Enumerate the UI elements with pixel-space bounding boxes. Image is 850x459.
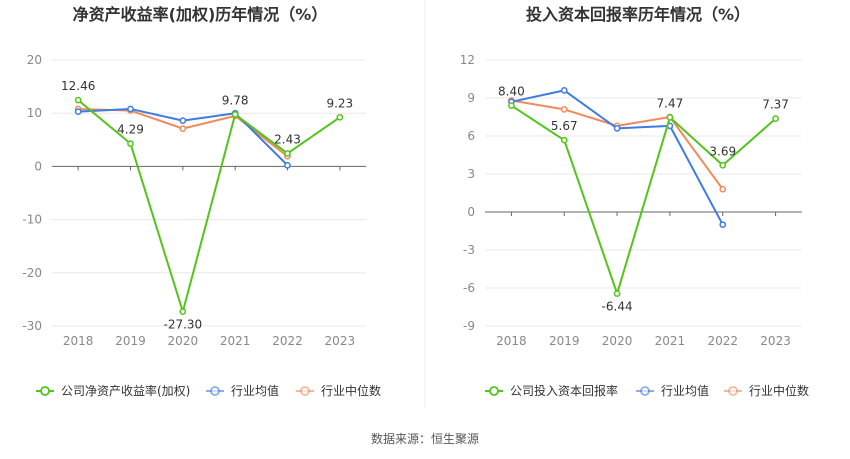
series-line bbox=[78, 107, 289, 158]
legend-label: 行业中位数 bbox=[749, 383, 809, 398]
x-tick-label: 2020 bbox=[602, 334, 633, 348]
legend-item[interactable]: 行业中位数 bbox=[724, 383, 809, 398]
data-point bbox=[719, 185, 727, 193]
data-point bbox=[74, 96, 82, 104]
legend-label: 行业中位数 bbox=[321, 383, 381, 398]
y-tick-label: 9 bbox=[467, 91, 475, 105]
legend-item[interactable]: 公司投入资本回报率 bbox=[485, 383, 618, 398]
y-tick-label: 10 bbox=[27, 106, 42, 120]
legend-item[interactable]: 行业均值 bbox=[636, 383, 709, 398]
data-point bbox=[719, 221, 727, 229]
legend-label: 行业均值 bbox=[231, 383, 279, 398]
legend-marker bbox=[489, 386, 499, 396]
data-label: -6.44 bbox=[602, 300, 633, 314]
chart-1-title: 净资产收益率(加权)历年情况（%） bbox=[73, 5, 328, 24]
series-line bbox=[511, 99, 724, 190]
y-tick-label: 0 bbox=[34, 159, 42, 173]
series-line bbox=[511, 89, 724, 226]
data-point bbox=[508, 102, 515, 109]
x-tick-label: 2023 bbox=[760, 334, 791, 348]
y-tick-label: -20 bbox=[22, 266, 42, 280]
chart-1: 净资产收益率(加权)历年情况（%） 20 10 0 -10 -20 -30 2018 2019… bbox=[22, 5, 381, 398]
data-label: 3.69 bbox=[709, 144, 736, 158]
x-tick-label: 2020 bbox=[168, 334, 199, 348]
data-point bbox=[231, 111, 239, 118]
data-label: 7.47 bbox=[657, 96, 684, 110]
data-label: 12.46 bbox=[61, 79, 95, 93]
legend-marker bbox=[640, 386, 650, 396]
x-tick-label: 2019 bbox=[549, 334, 580, 348]
data-point bbox=[613, 290, 621, 297]
y-tick-label: -30 bbox=[22, 319, 42, 333]
y-tick-label: 12 bbox=[460, 53, 475, 67]
y-tick-label: -10 bbox=[22, 213, 42, 227]
x-tick-label: 2021 bbox=[220, 334, 251, 348]
y-tick-label: 6 bbox=[467, 129, 475, 143]
data-label: 2.43 bbox=[274, 132, 301, 146]
x-tick-label: 2023 bbox=[325, 334, 356, 348]
y-tick-label: -9 bbox=[463, 319, 475, 333]
data-point bbox=[127, 140, 134, 147]
data-point bbox=[666, 114, 674, 121]
y-tick-label: 3 bbox=[467, 167, 475, 181]
data-point bbox=[127, 105, 134, 113]
data-point bbox=[179, 308, 187, 315]
data-source: 数据来源：恒生聚源 bbox=[371, 431, 479, 446]
y-tick-label: -3 bbox=[463, 243, 475, 257]
y-tick-label: 0 bbox=[467, 205, 475, 219]
legend-marker bbox=[300, 386, 310, 396]
x-tick-label: 2019 bbox=[115, 334, 146, 348]
data-point bbox=[284, 150, 291, 157]
legend-marker bbox=[728, 386, 738, 396]
series-line bbox=[77, 99, 341, 313]
data-point bbox=[74, 108, 82, 115]
data-point bbox=[719, 161, 727, 169]
legend-label: 行业均值 bbox=[661, 383, 709, 398]
x-tick-label: 2022 bbox=[707, 334, 738, 348]
chart-2-title: 投入资本回报率历年情况（%） bbox=[526, 5, 750, 24]
data-label: 4.29 bbox=[117, 123, 144, 137]
legend-marker bbox=[210, 386, 220, 396]
data-point bbox=[560, 136, 568, 144]
y-tick-label: -6 bbox=[463, 281, 475, 295]
data-point bbox=[336, 113, 344, 121]
data-label: 7.37 bbox=[762, 98, 789, 112]
x-tick-label: 2022 bbox=[272, 334, 303, 348]
legend-item[interactable]: 行业均值 bbox=[206, 383, 279, 398]
data-label: 9.78 bbox=[222, 93, 249, 107]
data-label: -27.30 bbox=[163, 318, 202, 332]
data-point bbox=[179, 117, 187, 124]
data-point bbox=[772, 115, 779, 122]
data-point bbox=[284, 161, 291, 169]
data-point bbox=[560, 87, 568, 94]
data-point bbox=[613, 125, 621, 132]
x-tick-label: 2018 bbox=[496, 334, 527, 348]
legend-item[interactable]: 行业中位数 bbox=[296, 383, 381, 398]
data-point bbox=[560, 106, 568, 113]
legend-marker bbox=[40, 386, 50, 396]
x-tick-label: 2018 bbox=[63, 334, 94, 348]
y-tick-label: 20 bbox=[27, 53, 42, 67]
legend-label: 公司投入资本回报率 bbox=[510, 383, 618, 398]
legend-label: 公司净资产收益率(加权) bbox=[61, 383, 190, 398]
legend-item[interactable]: 公司净资产收益率(加权) bbox=[36, 383, 190, 398]
data-label: 5.67 bbox=[551, 119, 578, 133]
data-label: 9.23 bbox=[326, 96, 353, 110]
data-point bbox=[179, 125, 187, 132]
chart-2: 投入资本回报率历年情况（%） 12 9 6 3 0 -3 -6 -9 2018 2019 2020 2… bbox=[460, 5, 809, 398]
series-line bbox=[510, 104, 777, 295]
data-label: 8.40 bbox=[498, 85, 525, 99]
x-tick-label: 2021 bbox=[655, 334, 686, 348]
